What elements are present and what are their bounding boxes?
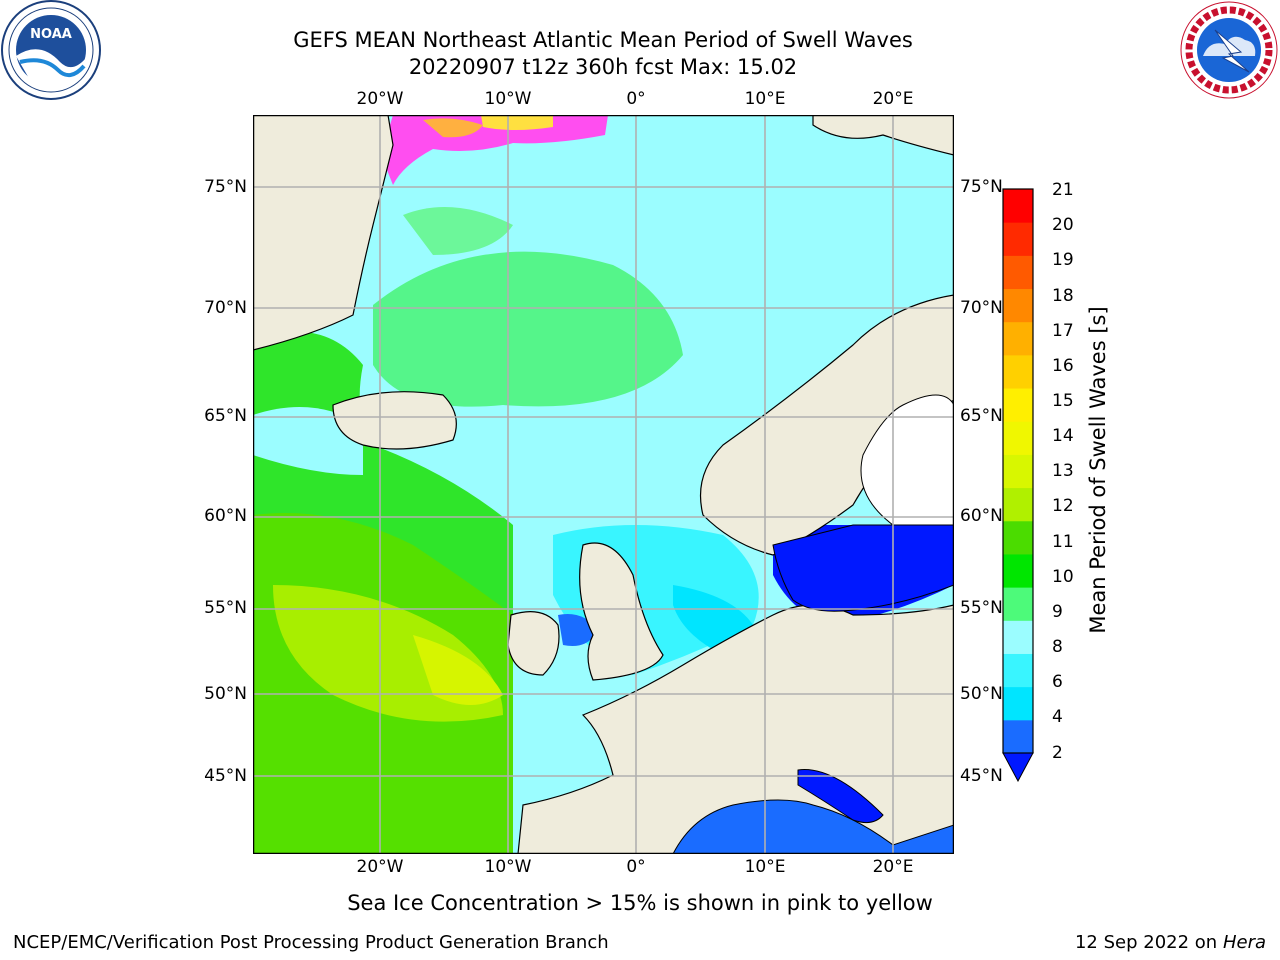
- lon-label-bottom-10w: 10°W: [484, 857, 532, 877]
- lon-label-top-10w: 10°W: [484, 89, 532, 109]
- colorbar-segment: [1003, 421, 1033, 455]
- lon-label-bottom-10e: 10°E: [744, 857, 786, 877]
- colorbar-segment: [1003, 388, 1033, 422]
- national-weather-service-logo: [1180, 1, 1278, 99]
- colorbar-segment: [1003, 653, 1033, 688]
- lat-label-right-50n: 50°N: [960, 684, 1003, 704]
- lon-label-top-20w: 20°W: [356, 89, 404, 109]
- colorbar-segment: [1003, 222, 1033, 256]
- colorbar-segment: [1003, 189, 1033, 223]
- lat-label-left-50n: 50°N: [204, 684, 247, 704]
- colorbar-segment: [1003, 255, 1033, 290]
- colorbar-tick-6: 6: [1052, 672, 1063, 692]
- lat-label-left-55n: 55°N: [204, 598, 247, 618]
- colorbar-tick-17: 17: [1052, 321, 1074, 341]
- lat-label-left-75n: 75°N: [204, 177, 247, 197]
- colorbar-tick-20: 20: [1052, 215, 1074, 235]
- lat-label-left-45n: 45°N: [204, 766, 247, 786]
- colorbar-tick-2: 2: [1052, 743, 1063, 763]
- swell-period-map: [253, 115, 954, 854]
- colorbar-segment: [1003, 288, 1033, 323]
- lon-label-bottom-20e: 20°E: [872, 857, 914, 877]
- colorbar-segment: [1003, 454, 1033, 489]
- colorbar-tick-11: 11: [1052, 532, 1074, 552]
- lat-label-right-55n: 55°N: [960, 598, 1003, 618]
- colorbar-tick-8: 8: [1052, 637, 1063, 657]
- lat-label-right-60n: 60°N: [960, 506, 1003, 526]
- footer-date-text: 12 Sep 2022 on: [1074, 932, 1218, 953]
- sea-ice-note: Sea Ice Concentration > 15% is shown in …: [347, 891, 933, 915]
- colorbar-segment: [1003, 620, 1033, 654]
- noaa-logo: NOAA: [1, 0, 101, 100]
- colorbar-tick-21: 21: [1052, 180, 1074, 200]
- colorbar-tick-12: 12: [1052, 496, 1074, 516]
- colorbar-segment: [1003, 520, 1033, 555]
- chart-title: GEFS MEAN Northeast Atlantic Mean Period…: [293, 28, 913, 52]
- lat-label-right-65n: 65°N: [960, 406, 1003, 426]
- footer-host: Hera: [1222, 932, 1266, 953]
- lon-label-bottom-20w: 20°W: [356, 857, 404, 877]
- lat-label-left-60n: 60°N: [204, 506, 247, 526]
- colorbar: [1002, 188, 1034, 782]
- colorbar-segment: [1003, 487, 1033, 522]
- lon-label-bottom-0: 0°: [626, 857, 646, 877]
- lat-label-right-75n: 75°N: [960, 177, 1003, 197]
- lat-label-left-70n: 70°N: [204, 298, 247, 318]
- lat-label-right-70n: 70°N: [960, 298, 1003, 318]
- colorbar-tick-15: 15: [1052, 391, 1074, 411]
- colorbar-segment: [1003, 321, 1033, 356]
- colorbar-tick-13: 13: [1052, 461, 1074, 481]
- chart-subtitle: 20220907 t12z 360h fcst Max: 15.02: [408, 55, 798, 79]
- colorbar-segment: [1003, 686, 1033, 721]
- colorbar-tick-10: 10: [1052, 567, 1074, 587]
- footer-date: 12 Sep 2022 on Hera: [1075, 932, 1266, 953]
- footer-credit: NCEP/EMC/Verification Post Processing Pr…: [13, 932, 609, 953]
- colorbar-segment: [1003, 719, 1033, 754]
- lat-label-right-45n: 45°N: [960, 766, 1003, 786]
- colorbar-border: [1002, 188, 1034, 754]
- colorbar-title: Mean Period of Swell Waves [s]: [1086, 306, 1110, 634]
- colorbar-tick-4: 4: [1052, 707, 1063, 727]
- lat-label-left-65n: 65°N: [204, 406, 247, 426]
- colorbar-tick-14: 14: [1052, 426, 1074, 446]
- colorbar-tick-9: 9: [1052, 602, 1063, 622]
- lon-label-top-20e: 20°E: [872, 89, 914, 109]
- svg-text:NOAA: NOAA: [30, 27, 72, 42]
- colorbar-segment: [1003, 354, 1033, 389]
- colorbar-segment: [1003, 587, 1033, 621]
- colorbar-tick-16: 16: [1052, 356, 1074, 376]
- lon-label-top-0: 0°: [626, 89, 646, 109]
- colorbar-tick-18: 18: [1052, 286, 1074, 306]
- colorbar-tick-19: 19: [1052, 250, 1074, 270]
- lon-label-top-10e: 10°E: [744, 89, 786, 109]
- colorbar-under-extension: [1002, 752, 1034, 782]
- colorbar-segment: [1003, 553, 1033, 588]
